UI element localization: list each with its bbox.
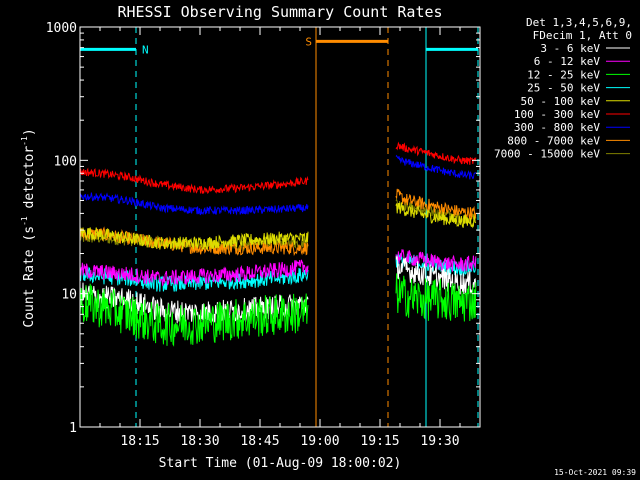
legend-header-line1: Det 1,3,4,5,6,9,	[526, 16, 632, 29]
series-line-segment-1	[395, 198, 477, 224]
series-6-12-keV	[79, 249, 477, 286]
legend-label-1: 6 - 12 keV	[534, 55, 601, 68]
y-axis-label-part3: )	[22, 128, 37, 136]
y-axis-label-sup2: -1	[20, 136, 29, 146]
legend-label-6: 300 - 800 keV	[514, 121, 600, 134]
legend: Det 1,3,4,5,6,9, FDecim 1, Att 0 3 - 6 k…	[494, 16, 632, 161]
y-axis-label: Count Rate (s-1 detector-1)	[20, 128, 37, 327]
x-tick-label: 18:45	[240, 434, 279, 449]
legend-label-2: 12 - 25 keV	[527, 68, 600, 81]
legend-label-8: 7000 - 15000 keV	[494, 148, 600, 161]
series-line-segment-1	[395, 202, 477, 229]
x-tick-label: 19:00	[300, 434, 339, 449]
chart-title: RHESSI Observing Summary Count Rates	[117, 3, 442, 21]
series-line-segment-1	[395, 188, 477, 220]
legend-label-5: 100 - 300 keV	[514, 108, 600, 121]
flag-label-S: S	[305, 35, 312, 48]
x-tick-label: 19:30	[420, 434, 459, 449]
series-line-segment-0	[79, 226, 309, 250]
timestamp: 15-Oct-2021 09:39	[554, 468, 636, 477]
x-axis-label: Start Time (01-Aug-09 18:00:02)	[159, 456, 402, 471]
series-line-segment-1	[395, 273, 477, 322]
x-tick-label: 18:30	[180, 434, 219, 449]
series-50-100-keV	[79, 202, 477, 250]
y-tick-label: 1	[69, 421, 77, 436]
legend-label-4: 50 - 100 keV	[521, 95, 601, 108]
x-tick-label: 18:15	[120, 434, 159, 449]
series-800-7000-keV	[79, 188, 477, 257]
series-line-segment-1	[395, 249, 477, 273]
y-tick-label: 1000	[46, 21, 77, 36]
y-axis-label-part2: detector	[22, 146, 37, 217]
y-tick-label: 10	[61, 288, 77, 303]
series-12-25-keV	[79, 273, 477, 347]
series-100-300-keV	[79, 141, 477, 195]
series-line-segment-1	[395, 256, 477, 295]
y-axis-label-part1: Count Rate (s	[22, 226, 37, 328]
legend-label-7: 800 - 7000 keV	[507, 134, 600, 147]
series-300-800-keV	[79, 154, 477, 216]
legend-label-0: 3 - 6 keV	[540, 42, 600, 55]
series-line-segment-0	[79, 167, 309, 195]
y-axis-label-sup1: -1	[20, 216, 29, 226]
series-line-segment-0	[79, 259, 309, 286]
legend-header-line2: FDecim 1, Att 0	[533, 29, 632, 42]
x-tick-label: 19:15	[360, 434, 399, 449]
series-line-segment-0	[79, 192, 309, 216]
series-line-segment-1	[395, 154, 477, 180]
series-line-segment-1	[395, 141, 477, 165]
legend-label-3: 25 - 50 keV	[527, 82, 600, 95]
plot-frame	[79, 26, 481, 428]
plot-area: N S 1 10 100 1000 18:15 18:30 18:45 19:00 19:15 19…	[46, 21, 481, 449]
y-tick-label: 100	[54, 154, 77, 169]
series-line-segment-0	[79, 283, 309, 347]
flag-label-N: N	[142, 43, 149, 56]
